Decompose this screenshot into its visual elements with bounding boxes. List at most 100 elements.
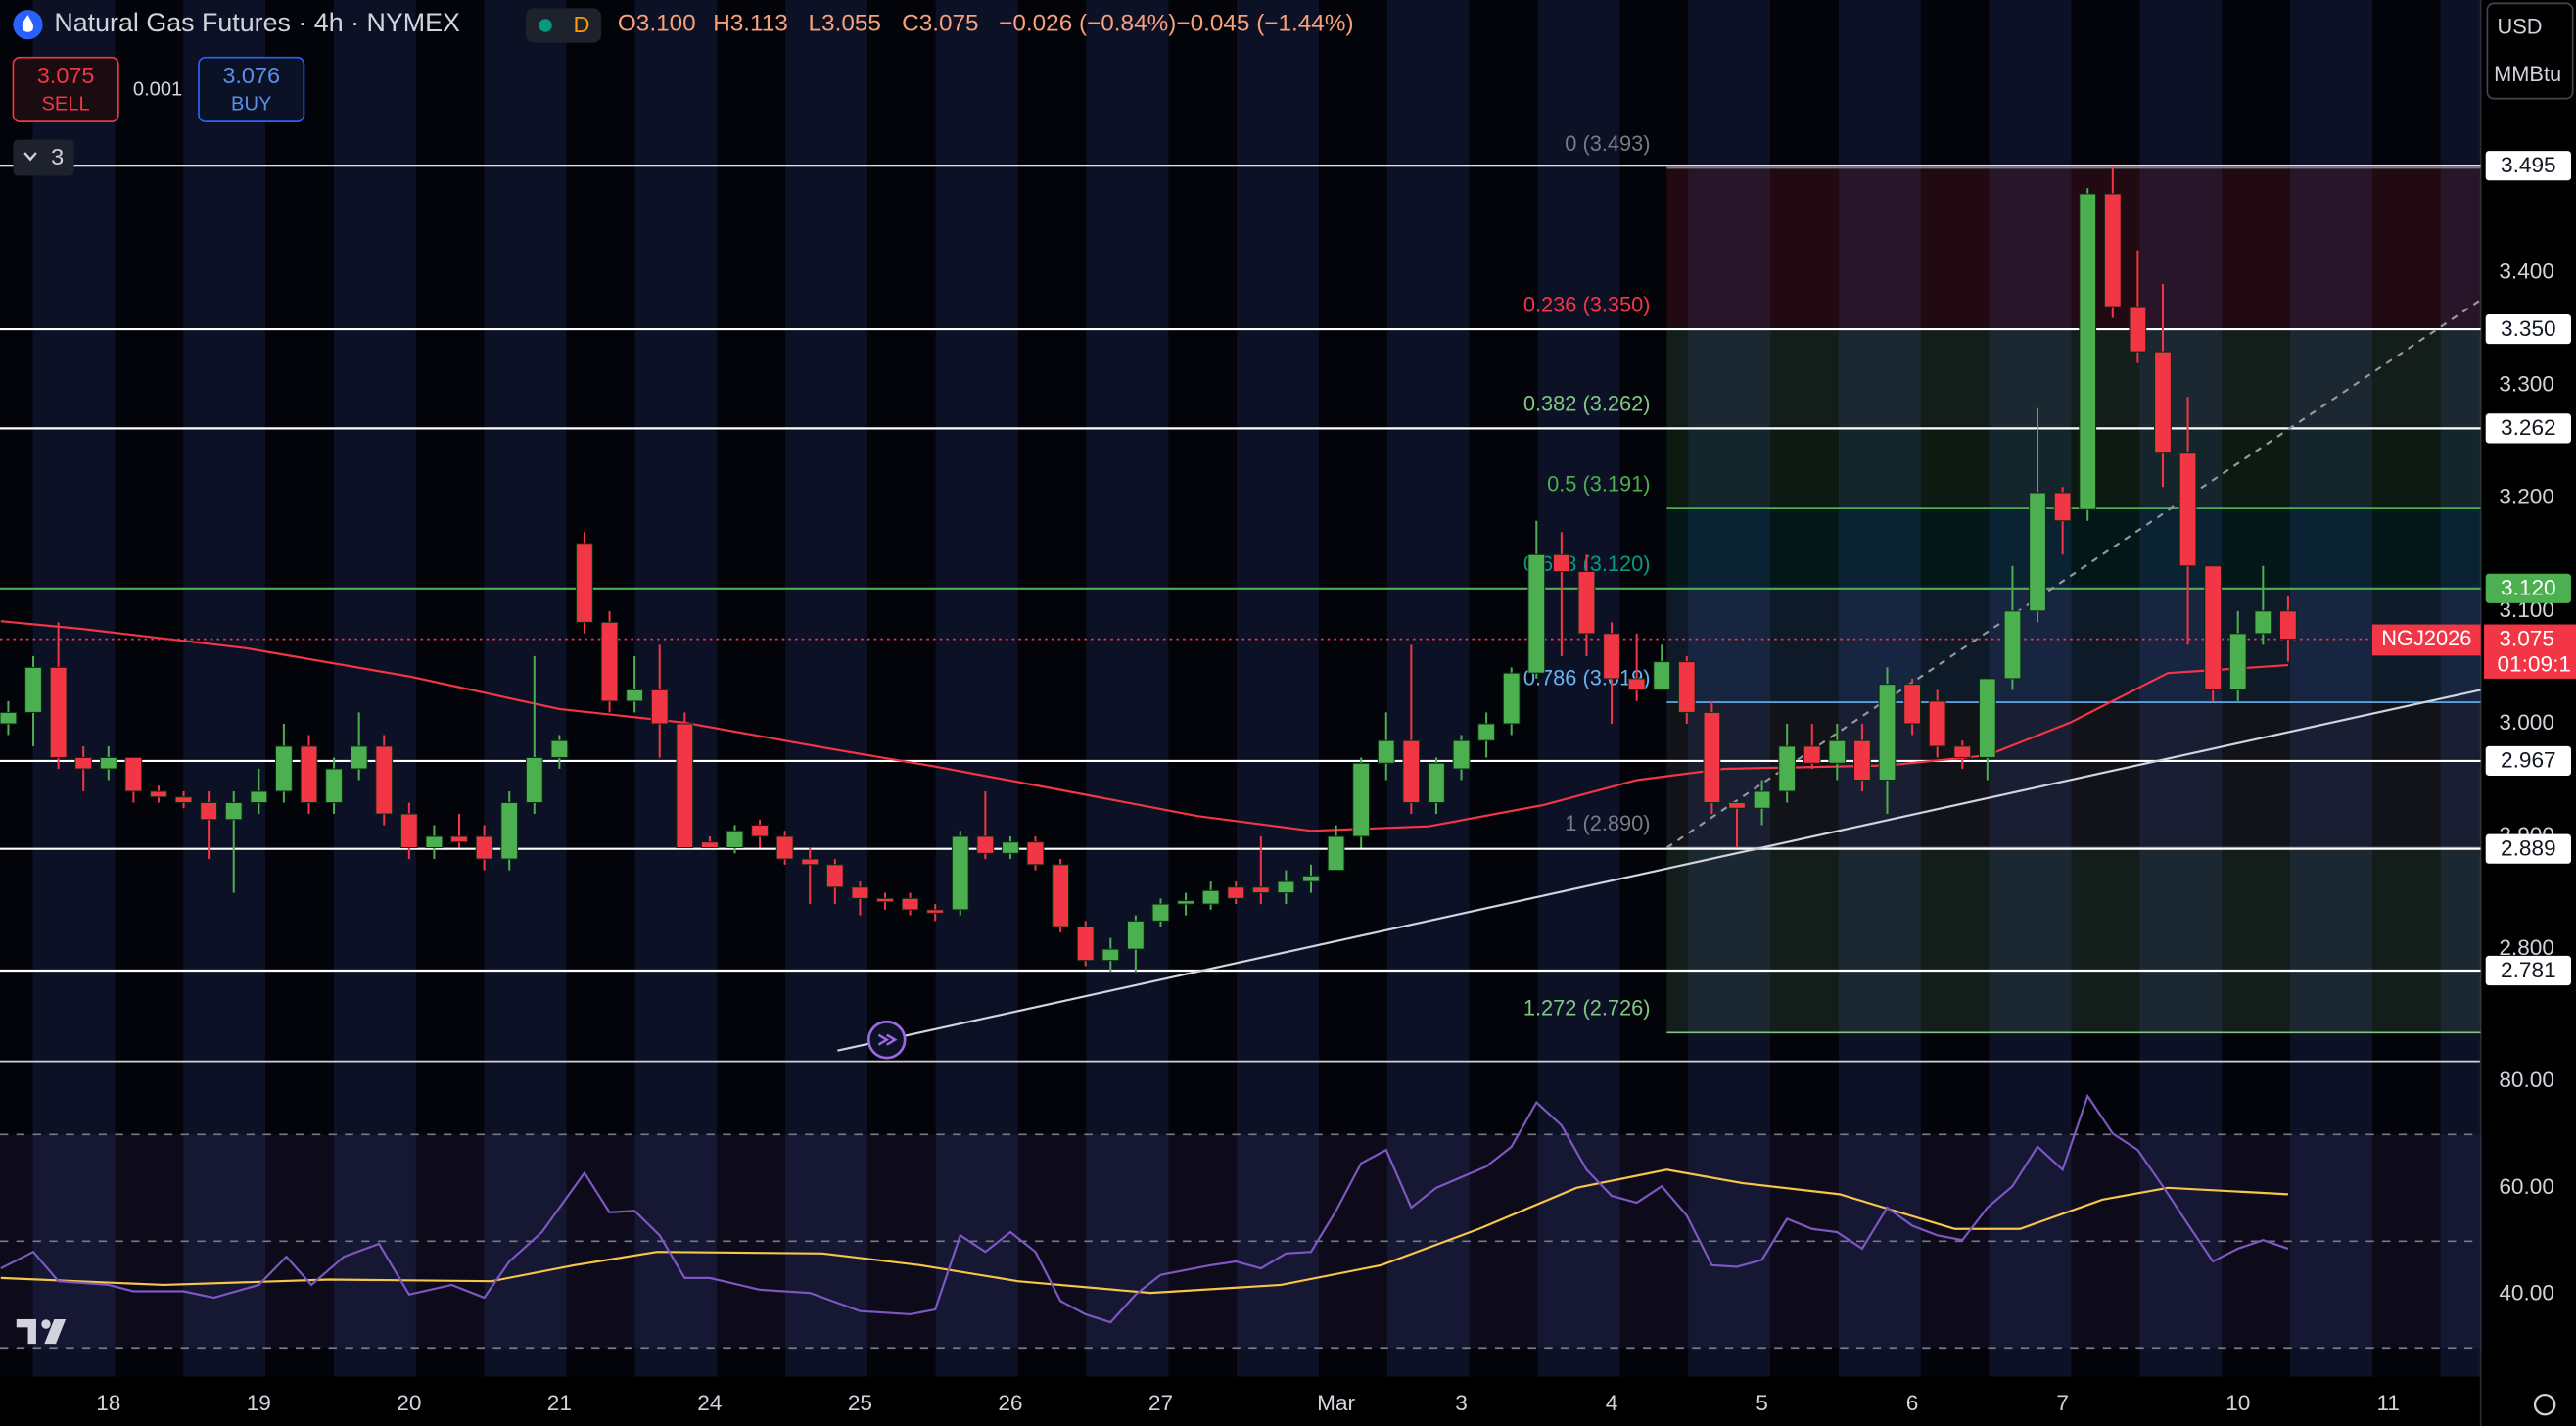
candle-body [1201, 889, 1220, 905]
candle-body [1402, 739, 1421, 804]
candle-body [626, 689, 644, 702]
candle-body [2154, 351, 2172, 454]
candle-body [876, 897, 894, 903]
replay-icon-arrow [877, 1033, 898, 1046]
level-badge-label: 3.350 [2501, 316, 2556, 341]
x-tick-label: 25 [848, 1391, 872, 1415]
candle-body [2029, 492, 2046, 612]
x-tick-label: 3 [1455, 1391, 1468, 1415]
candle-body [1778, 745, 1797, 792]
candle-body [150, 790, 167, 798]
candle-body [174, 796, 193, 804]
rsi-tick-label: 80.00 [2499, 1068, 2554, 1092]
candle-body [49, 666, 68, 758]
candle-body [1753, 790, 1771, 809]
level-badge [2485, 833, 2571, 864]
candle-body [1227, 886, 1245, 899]
candle-body [2254, 610, 2272, 635]
unit-box[interactable] [2486, 2, 2574, 100]
logo-part [16, 1318, 36, 1328]
x-tick-label: 20 [397, 1391, 421, 1415]
candle-body [1377, 739, 1395, 764]
candle-body [2003, 610, 2022, 680]
level-badge [2485, 151, 2571, 181]
change-extended: −0.045 (−1.44%) [1176, 11, 1353, 37]
level-badge-label: 3.120 [2501, 576, 2556, 600]
candle-body [124, 756, 143, 792]
sell-button[interactable] [12, 56, 119, 122]
x-tick-label: 11 [2377, 1391, 2401, 1415]
candle-body [1502, 672, 1521, 725]
flame-icon [22, 15, 34, 32]
rsi-tick-label: 60.00 [2499, 1174, 2554, 1199]
candle-body [775, 835, 794, 860]
candle-body [2053, 492, 2072, 522]
x-tick-label: 27 [1148, 1391, 1173, 1415]
x-tick-label: 6 [1906, 1391, 1919, 1415]
candle-body [1026, 841, 1045, 866]
indicators-toggle[interactable] [13, 139, 74, 176]
candle-body [751, 825, 769, 837]
x-tick-label: 26 [998, 1391, 1022, 1415]
rsi-pane [0, 1093, 2481, 1350]
buy-label[interactable]: BUY [231, 94, 271, 116]
interval-badge: D [574, 12, 590, 37]
candle-body [1126, 920, 1145, 950]
chevron-icon[interactable] [23, 152, 37, 162]
candle-body [2279, 610, 2297, 641]
currency[interactable]: USD [2497, 14, 2542, 38]
status-badge [525, 8, 602, 43]
candle-body [726, 830, 744, 849]
indicators-count[interactable]: 3 [51, 144, 64, 169]
candle-body [1101, 948, 1120, 962]
candle-body [1251, 886, 1270, 894]
candle-body [1728, 802, 1746, 809]
symbol-badge [2371, 624, 2481, 656]
price-pane: 0 (3.493) 0.236 (3.350) 0.382 (3.262) 0.5 (… [0, 131, 2481, 1060]
last-price-badge [2484, 624, 2576, 679]
candle-body [1928, 700, 1946, 747]
fib-label: 1.272 (2.726) [1523, 996, 1651, 1021]
fib-label: 0.236 (3.350) [1523, 292, 1651, 316]
buy-button[interactable] [198, 56, 305, 122]
candle-body [74, 756, 93, 770]
fib-band [1666, 847, 2481, 1033]
level-badge [2485, 955, 2571, 986]
sell-label[interactable]: SELL [41, 94, 89, 116]
level-badge-label: 2.967 [2501, 748, 2556, 773]
level-badge [2485, 573, 2571, 603]
x-tick-label: 5 [1756, 1391, 1768, 1415]
candle-body [825, 864, 844, 888]
candle-body [350, 745, 368, 770]
logo-part [27, 1318, 36, 1345]
candle-body [2228, 633, 2247, 690]
settings-icon[interactable] [2533, 1393, 2556, 1416]
fib-label: 0 (3.493) [1565, 131, 1650, 156]
ohlc-low: L3.055 [809, 11, 881, 37]
candle-body [600, 621, 619, 702]
candle-body [2204, 565, 2223, 690]
candle-body [701, 841, 719, 849]
unit[interactable]: MMBtu [2494, 62, 2561, 86]
fib-label: 0.5 (3.191) [1547, 471, 1650, 496]
fib-band [1666, 167, 2481, 330]
candle-body [275, 745, 293, 792]
ohlc-open: O3.100 [618, 11, 696, 37]
candle-body [500, 802, 519, 860]
logo-part [41, 1319, 51, 1329]
buy-price[interactable]: 3.076 [222, 63, 280, 88]
candle-body [550, 739, 569, 758]
candle-body [0, 711, 18, 725]
y-tick-label: 3.400 [2499, 260, 2554, 284]
fib-band [1666, 588, 2481, 703]
y-tick-label: 3.200 [2499, 485, 2554, 509]
x-tick-label: 4 [1606, 1391, 1618, 1415]
rsi-tick-label: 40.00 [2499, 1281, 2554, 1306]
candle-body [99, 756, 117, 770]
sell-price[interactable]: 3.075 [37, 63, 95, 88]
candle-body [1577, 571, 1596, 635]
candle-body [976, 835, 995, 854]
candle-body [250, 790, 268, 804]
candle-body [1603, 633, 1620, 680]
rsi-line [0, 1093, 2289, 1324]
